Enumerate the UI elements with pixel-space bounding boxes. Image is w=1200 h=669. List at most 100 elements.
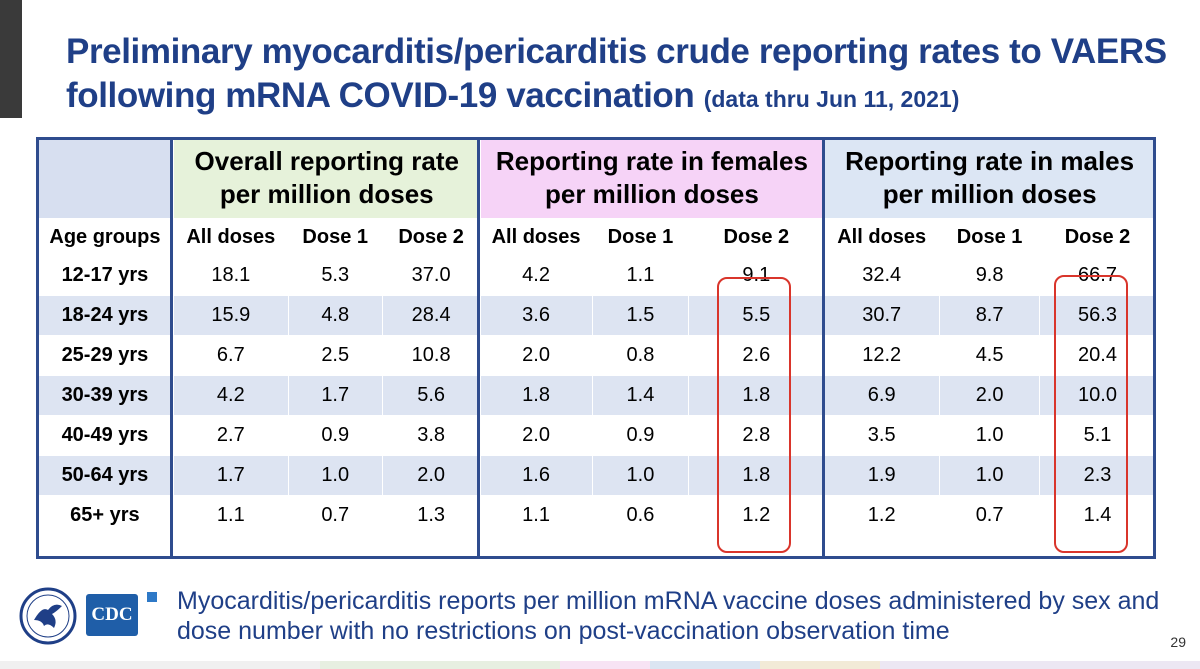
table-row: 65+ yrs 1.1 0.7 1.3 1.1 0.6 1.2 1.2 0.7 1.4 [36,495,1156,536]
rate-cell: 2.3 [1039,455,1156,496]
dose-header: Dose 1 [939,218,1041,256]
rate-cell: 0.7 [939,495,1041,536]
dose-header: Dose 1 [287,218,383,256]
rate-cell: 1.8 [479,375,593,416]
rate-cell: 4.2 [479,255,593,296]
rate-cell: 6.7 [172,335,289,376]
rate-cell: 3.5 [823,415,941,456]
rate-cell: 4.2 [172,375,289,416]
left-accent-bar [0,0,22,118]
rate-cell: 0.9 [287,415,383,456]
rates-table: Overall reporting rate per million doses… [36,137,1156,536]
rate-cell: 1.0 [939,455,1041,496]
rate-cell: 1.1 [479,495,593,536]
title-main: Preliminary myocarditis/pericarditis cru… [66,32,1167,115]
rate-cell: 1.0 [287,455,383,496]
age-group-cell: 18-24 yrs [36,295,174,336]
age-group-cell: 50-64 yrs [36,455,174,496]
dose-header: All doses [479,218,593,256]
rate-cell: 1.1 [172,495,289,536]
table-row: 18-24 yrs 15.9 4.8 28.4 3.6 1.5 5.5 30.7 8.7 56.3 [36,295,1156,336]
rate-cell: 56.3 [1039,295,1156,336]
rates-table-container: Overall reporting rate per million doses… [36,137,1156,559]
rate-cell: 5.5 [688,295,825,336]
age-group-cell: 65+ yrs [36,495,174,536]
rate-cell: 9.8 [939,255,1041,296]
rate-cell: 2.0 [939,375,1041,416]
rate-cell: 1.1 [591,255,690,296]
rate-cell: 4.8 [287,295,383,336]
rate-cell: 1.8 [688,375,825,416]
rate-cell: 1.4 [591,375,690,416]
dose-header: Dose 2 [688,218,825,256]
group-females-header: Reporting rate in females per million do… [479,137,825,219]
rate-cell: 1.3 [381,495,481,536]
table-row: 30-39 yrs 4.2 1.7 5.6 1.8 1.4 1.8 6.9 2.0 10.0 [36,375,1156,416]
rate-cell: 1.0 [591,455,690,496]
hhs-cdc-logo: CDC [18,586,148,646]
slide-title: Preliminary myocarditis/pericarditis cru… [66,30,1176,121]
cdc-logo-badge: CDC [86,594,138,636]
rate-cell: 1.5 [591,295,690,336]
rate-cell: 2.0 [381,455,481,496]
table-row: 50-64 yrs 1.7 1.0 2.0 1.6 1.0 1.8 1.9 1.0 2.3 [36,455,1156,496]
rate-cell: 4.5 [939,335,1041,376]
rate-cell: 20.4 [1039,335,1156,376]
rate-cell: 2.5 [287,335,383,376]
rate-cell: 9.1 [688,255,825,296]
rate-cell: 12.2 [823,335,941,376]
age-groups-header: Age groups [36,218,174,256]
dose-header-row: Age groups All doses Dose 1 Dose 2 All d… [36,218,1156,256]
title-subtitle: (data thru Jun 11, 2021) [703,86,960,112]
dose-header: All doses [823,218,941,256]
rate-cell: 66.7 [1039,255,1156,296]
rate-cell: 2.0 [479,415,593,456]
rate-cell: 2.6 [688,335,825,376]
rate-cell: 28.4 [381,295,481,336]
rate-cell: 1.2 [688,495,825,536]
footnote-text: Myocarditis/pericarditis reports per mil… [177,587,1160,645]
rate-cell: 10.8 [381,335,481,376]
bullet-square-icon [147,592,157,602]
rate-cell: 8.7 [939,295,1041,336]
age-group-cell: 30-39 yrs [36,375,174,416]
rate-cell: 5.3 [287,255,383,296]
table-row: 12-17 yrs 18.1 5.3 37.0 4.2 1.1 9.1 32.4 9.8 66.7 [36,255,1156,296]
group-males-header: Reporting rate in males per million dose… [823,137,1156,219]
rate-cell: 2.0 [479,335,593,376]
rate-cell: 2.7 [172,415,289,456]
rate-cell: 1.7 [287,375,383,416]
rate-cell: 15.9 [172,295,289,336]
rate-cell: 30.7 [823,295,941,336]
rate-cell: 1.8 [688,455,825,496]
rate-cell: 10.0 [1039,375,1156,416]
table-row: 40-49 yrs 2.7 0.9 3.8 2.0 0.9 2.8 3.5 1.0 5.1 [36,415,1156,456]
rate-cell: 1.9 [823,455,941,496]
group-header-row: Overall reporting rate per million doses… [36,137,1156,219]
rate-cell: 5.1 [1039,415,1156,456]
rate-cell: 5.6 [381,375,481,416]
rate-cell: 1.4 [1039,495,1156,536]
dose-header: Dose 1 [591,218,690,256]
rate-cell: 2.8 [688,415,825,456]
group-overall-header: Overall reporting rate per million doses [172,137,481,219]
corner-cell [36,137,174,219]
rate-cell: 6.9 [823,375,941,416]
dose-header: All doses [172,218,289,256]
cdc-logo-text: CDC [91,604,133,625]
rate-cell: 0.9 [591,415,690,456]
rate-cell: 1.0 [939,415,1041,456]
dose-header: Dose 2 [381,218,481,256]
rate-cell: 32.4 [823,255,941,296]
rate-cell: 18.1 [172,255,289,296]
bottom-color-bar [0,661,1200,669]
rate-cell: 1.6 [479,455,593,496]
page-number: 29 [1170,634,1186,650]
age-group-cell: 40-49 yrs [36,415,174,456]
rate-cell: 0.6 [591,495,690,536]
rate-cell: 3.8 [381,415,481,456]
rate-cell: 0.7 [287,495,383,536]
age-group-cell: 12-17 yrs [36,255,174,296]
table-row: 25-29 yrs 6.7 2.5 10.8 2.0 0.8 2.6 12.2 4.5 20.4 [36,335,1156,376]
